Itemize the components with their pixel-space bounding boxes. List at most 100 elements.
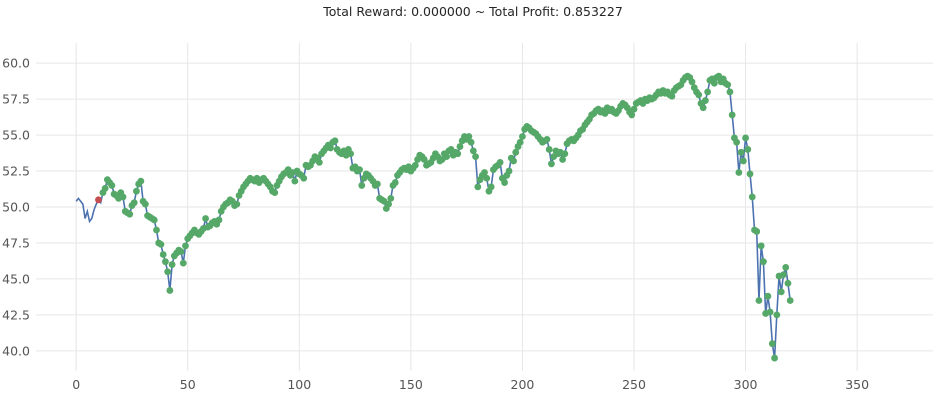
long-signal-point xyxy=(710,79,718,87)
long-signal-point xyxy=(391,179,399,186)
long-signal-point xyxy=(481,169,488,176)
long-signal-point xyxy=(469,147,477,155)
price-series-line xyxy=(75,74,791,359)
y-tick-label: 52.5 xyxy=(2,164,30,179)
long-signal-point xyxy=(755,297,763,304)
long-signal-point xyxy=(215,216,223,224)
long-signal-point xyxy=(735,169,743,176)
long-signal-point xyxy=(628,111,636,119)
y-tick-label: 45.0 xyxy=(2,271,30,286)
long-signal-point xyxy=(760,258,767,266)
long-signal-point xyxy=(387,194,395,202)
long-signal-point xyxy=(315,159,323,166)
long-signal-point xyxy=(753,228,761,235)
long-signal-point xyxy=(724,81,732,89)
long-signal-point xyxy=(744,146,752,153)
long-signal-point xyxy=(742,134,749,142)
long-signal-point xyxy=(168,261,176,268)
grid xyxy=(36,43,933,371)
long-signal-point xyxy=(773,311,781,319)
long-signal-point xyxy=(501,179,508,186)
long-signal-point xyxy=(411,161,419,169)
long-signal-point xyxy=(137,177,145,185)
long-signal-point xyxy=(561,150,569,158)
long-signal-point xyxy=(739,157,747,165)
long-signal-point xyxy=(771,354,778,362)
long-signal-point xyxy=(164,268,172,276)
long-signal-point xyxy=(510,157,517,165)
long-signal-point xyxy=(300,174,308,182)
y-tick-label: 60.0 xyxy=(2,56,30,71)
long-signal-point xyxy=(766,308,774,316)
long-signal-point xyxy=(177,248,185,256)
long-signal-point xyxy=(487,183,495,191)
signal-markers xyxy=(95,72,794,362)
long-signal-point xyxy=(733,138,741,146)
long-signal-point xyxy=(702,97,709,104)
long-signal-point xyxy=(420,156,428,163)
long-signal-point xyxy=(374,180,381,188)
long-signal-point xyxy=(133,187,140,195)
long-signal-point xyxy=(291,177,299,185)
long-signal-point xyxy=(159,251,167,258)
long-signal-point xyxy=(456,143,464,150)
long-signal-point xyxy=(726,88,734,96)
long-signal-point xyxy=(483,174,491,182)
long-signal-point xyxy=(746,170,754,178)
long-signal-point xyxy=(141,200,149,208)
long-signal-point xyxy=(545,146,553,153)
long-signal-point xyxy=(780,271,787,279)
long-signal-point xyxy=(777,288,785,296)
long-signal-point xyxy=(472,153,479,161)
y-tick-label: 57.5 xyxy=(2,92,30,107)
long-signal-point xyxy=(699,104,707,112)
long-signal-point xyxy=(704,88,712,96)
x-tick-label: 350 xyxy=(845,377,869,392)
long-signal-point xyxy=(737,148,745,156)
long-signal-point xyxy=(347,150,355,158)
long-signal-point xyxy=(356,166,363,174)
long-signal-point xyxy=(153,226,160,234)
long-signal-point xyxy=(519,133,526,140)
x-axis-ticks: 0 50 100 150 200 250 300 350 xyxy=(72,377,869,392)
x-tick-label: 100 xyxy=(287,377,311,392)
y-tick-label: 40.0 xyxy=(2,343,30,358)
long-signal-point xyxy=(327,144,334,152)
long-signal-point xyxy=(688,78,696,86)
chart-title: Total Reward: 0.000000 ~ Total Profit: 0… xyxy=(322,4,623,19)
long-signal-point xyxy=(757,242,765,250)
long-signal-point xyxy=(543,135,551,143)
long-signal-point xyxy=(119,193,127,201)
y-tick-label: 47.5 xyxy=(2,235,30,250)
long-signal-point xyxy=(559,156,566,163)
long-signal-point xyxy=(101,184,109,192)
long-signal-point xyxy=(385,200,392,208)
long-signal-point xyxy=(331,137,339,145)
y-tick-label: 42.5 xyxy=(2,307,30,322)
long-signal-point xyxy=(784,279,792,287)
long-signal-point xyxy=(467,138,475,146)
long-signal-point xyxy=(157,241,165,248)
long-signal-point xyxy=(496,159,504,166)
x-tick-label: 200 xyxy=(511,377,535,392)
long-signal-point xyxy=(505,167,513,175)
x-tick-label: 50 xyxy=(180,377,196,392)
long-signal-point xyxy=(548,160,555,168)
long-signal-point xyxy=(516,138,524,146)
long-signal-point xyxy=(474,183,482,191)
long-signal-point xyxy=(695,91,703,99)
long-signal-point xyxy=(630,105,638,113)
x-tick-label: 0 xyxy=(72,377,80,392)
long-signal-point xyxy=(465,133,473,140)
y-tick-label: 55.0 xyxy=(2,128,30,143)
long-signal-point xyxy=(668,92,676,100)
long-signal-point xyxy=(786,297,794,304)
x-tick-label: 300 xyxy=(734,377,758,392)
short-signal-point xyxy=(95,196,102,204)
y-axis-ticks: 40.0 42.5 45.0 47.5 50.0 52.5 55.0 57.5 60.0 xyxy=(2,56,30,359)
x-tick-label: 250 xyxy=(622,377,646,392)
long-signal-point xyxy=(768,340,776,348)
long-signal-point xyxy=(108,182,116,189)
long-signal-point xyxy=(443,153,450,161)
